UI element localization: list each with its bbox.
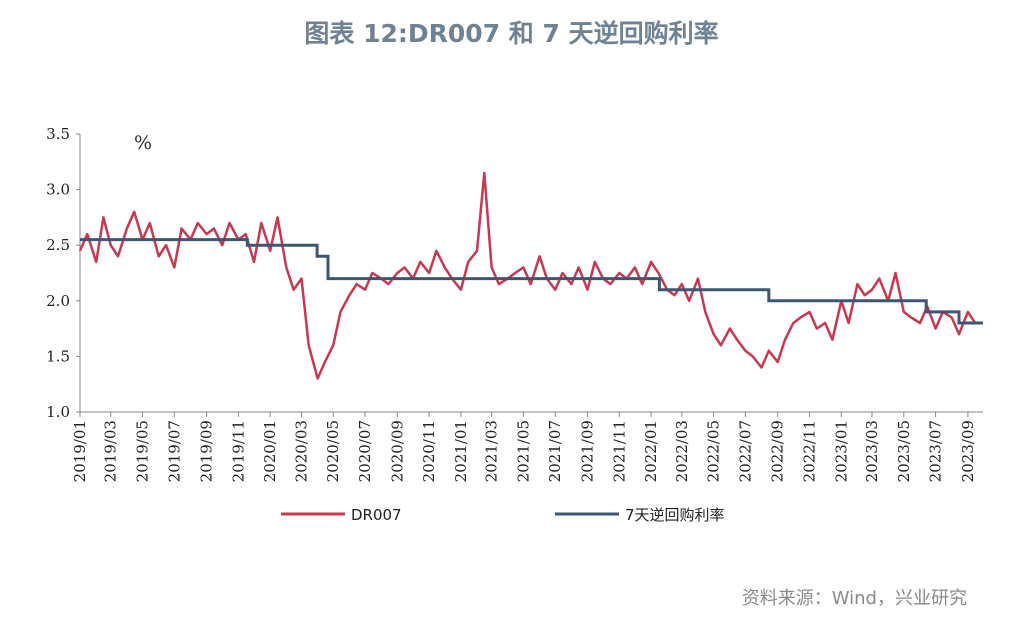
x-tick-label: 2019/03 [102,420,120,482]
x-tick-label: 2022/09 [769,420,787,482]
x-tick-label: 2020/03 [292,420,310,482]
x-tick-label: 2022/11 [800,420,818,482]
x-tick-label: 2020/11 [420,420,438,482]
x-tick-label: 2020/07 [356,420,374,482]
legend-label-7day: 7天逆回购利率 [625,506,725,524]
x-tick-label: 2023/05 [895,420,913,482]
x-tick-label: 2021/09 [579,420,597,482]
x-tick-label: 2020/05 [324,420,342,482]
y-unit-label: % [134,132,152,154]
series-line-dr007 [78,171,977,380]
x-tick-label: 2023/09 [959,420,977,482]
y-tick-label: 1.0 [46,403,70,421]
x-tick-label: 2023/01 [832,420,850,482]
x-tick-label: 2022/01 [642,420,660,482]
x-tick-label: 2021/07 [546,420,564,482]
x-tick-label: 2023/07 [927,420,945,482]
x-tick-label: 2021/05 [514,420,532,482]
legend-label-dr007: DR007 [351,506,402,524]
y-tick-label: 3.0 [46,181,70,199]
y-tick-label: 3.5 [46,125,70,143]
x-tick-label: 2020/09 [388,420,406,482]
line-chart: 1.0 1.5 2.0 2.5 3.0 3.5 % 2019/01 2019/03 2019/05… [46,125,983,524]
x-tick-label: 2019/01 [71,420,89,482]
x-tick-label: 2021/11 [610,420,628,482]
series-line-7day-reverse-repo [80,238,983,325]
y-tick-label: 2.0 [46,292,70,310]
y-tick-label: 1.5 [46,347,70,365]
x-tick-label: 2022/03 [673,420,691,482]
y-tick-label: 2.5 [46,236,70,254]
x-tick-label: 2020/01 [261,420,279,482]
x-tick-label: 2023/03 [863,420,881,482]
x-tick-label: 2019/11 [229,420,247,482]
chart-title: 图表 12:DR007 和 7 天逆回购利率 [304,19,719,48]
x-tick-label: 2019/09 [198,420,216,482]
source-note: 资料来源：Wind，兴业研究 [741,588,967,609]
x-tick-label: 2022/07 [736,420,754,482]
x-tick-label: 2021/03 [483,420,501,482]
x-tick-label: 2022/05 [705,420,723,482]
x-tick-label: 2019/07 [165,420,183,482]
x-tick-label: 2019/05 [134,420,152,482]
x-tick-label: 2021/01 [452,420,470,482]
